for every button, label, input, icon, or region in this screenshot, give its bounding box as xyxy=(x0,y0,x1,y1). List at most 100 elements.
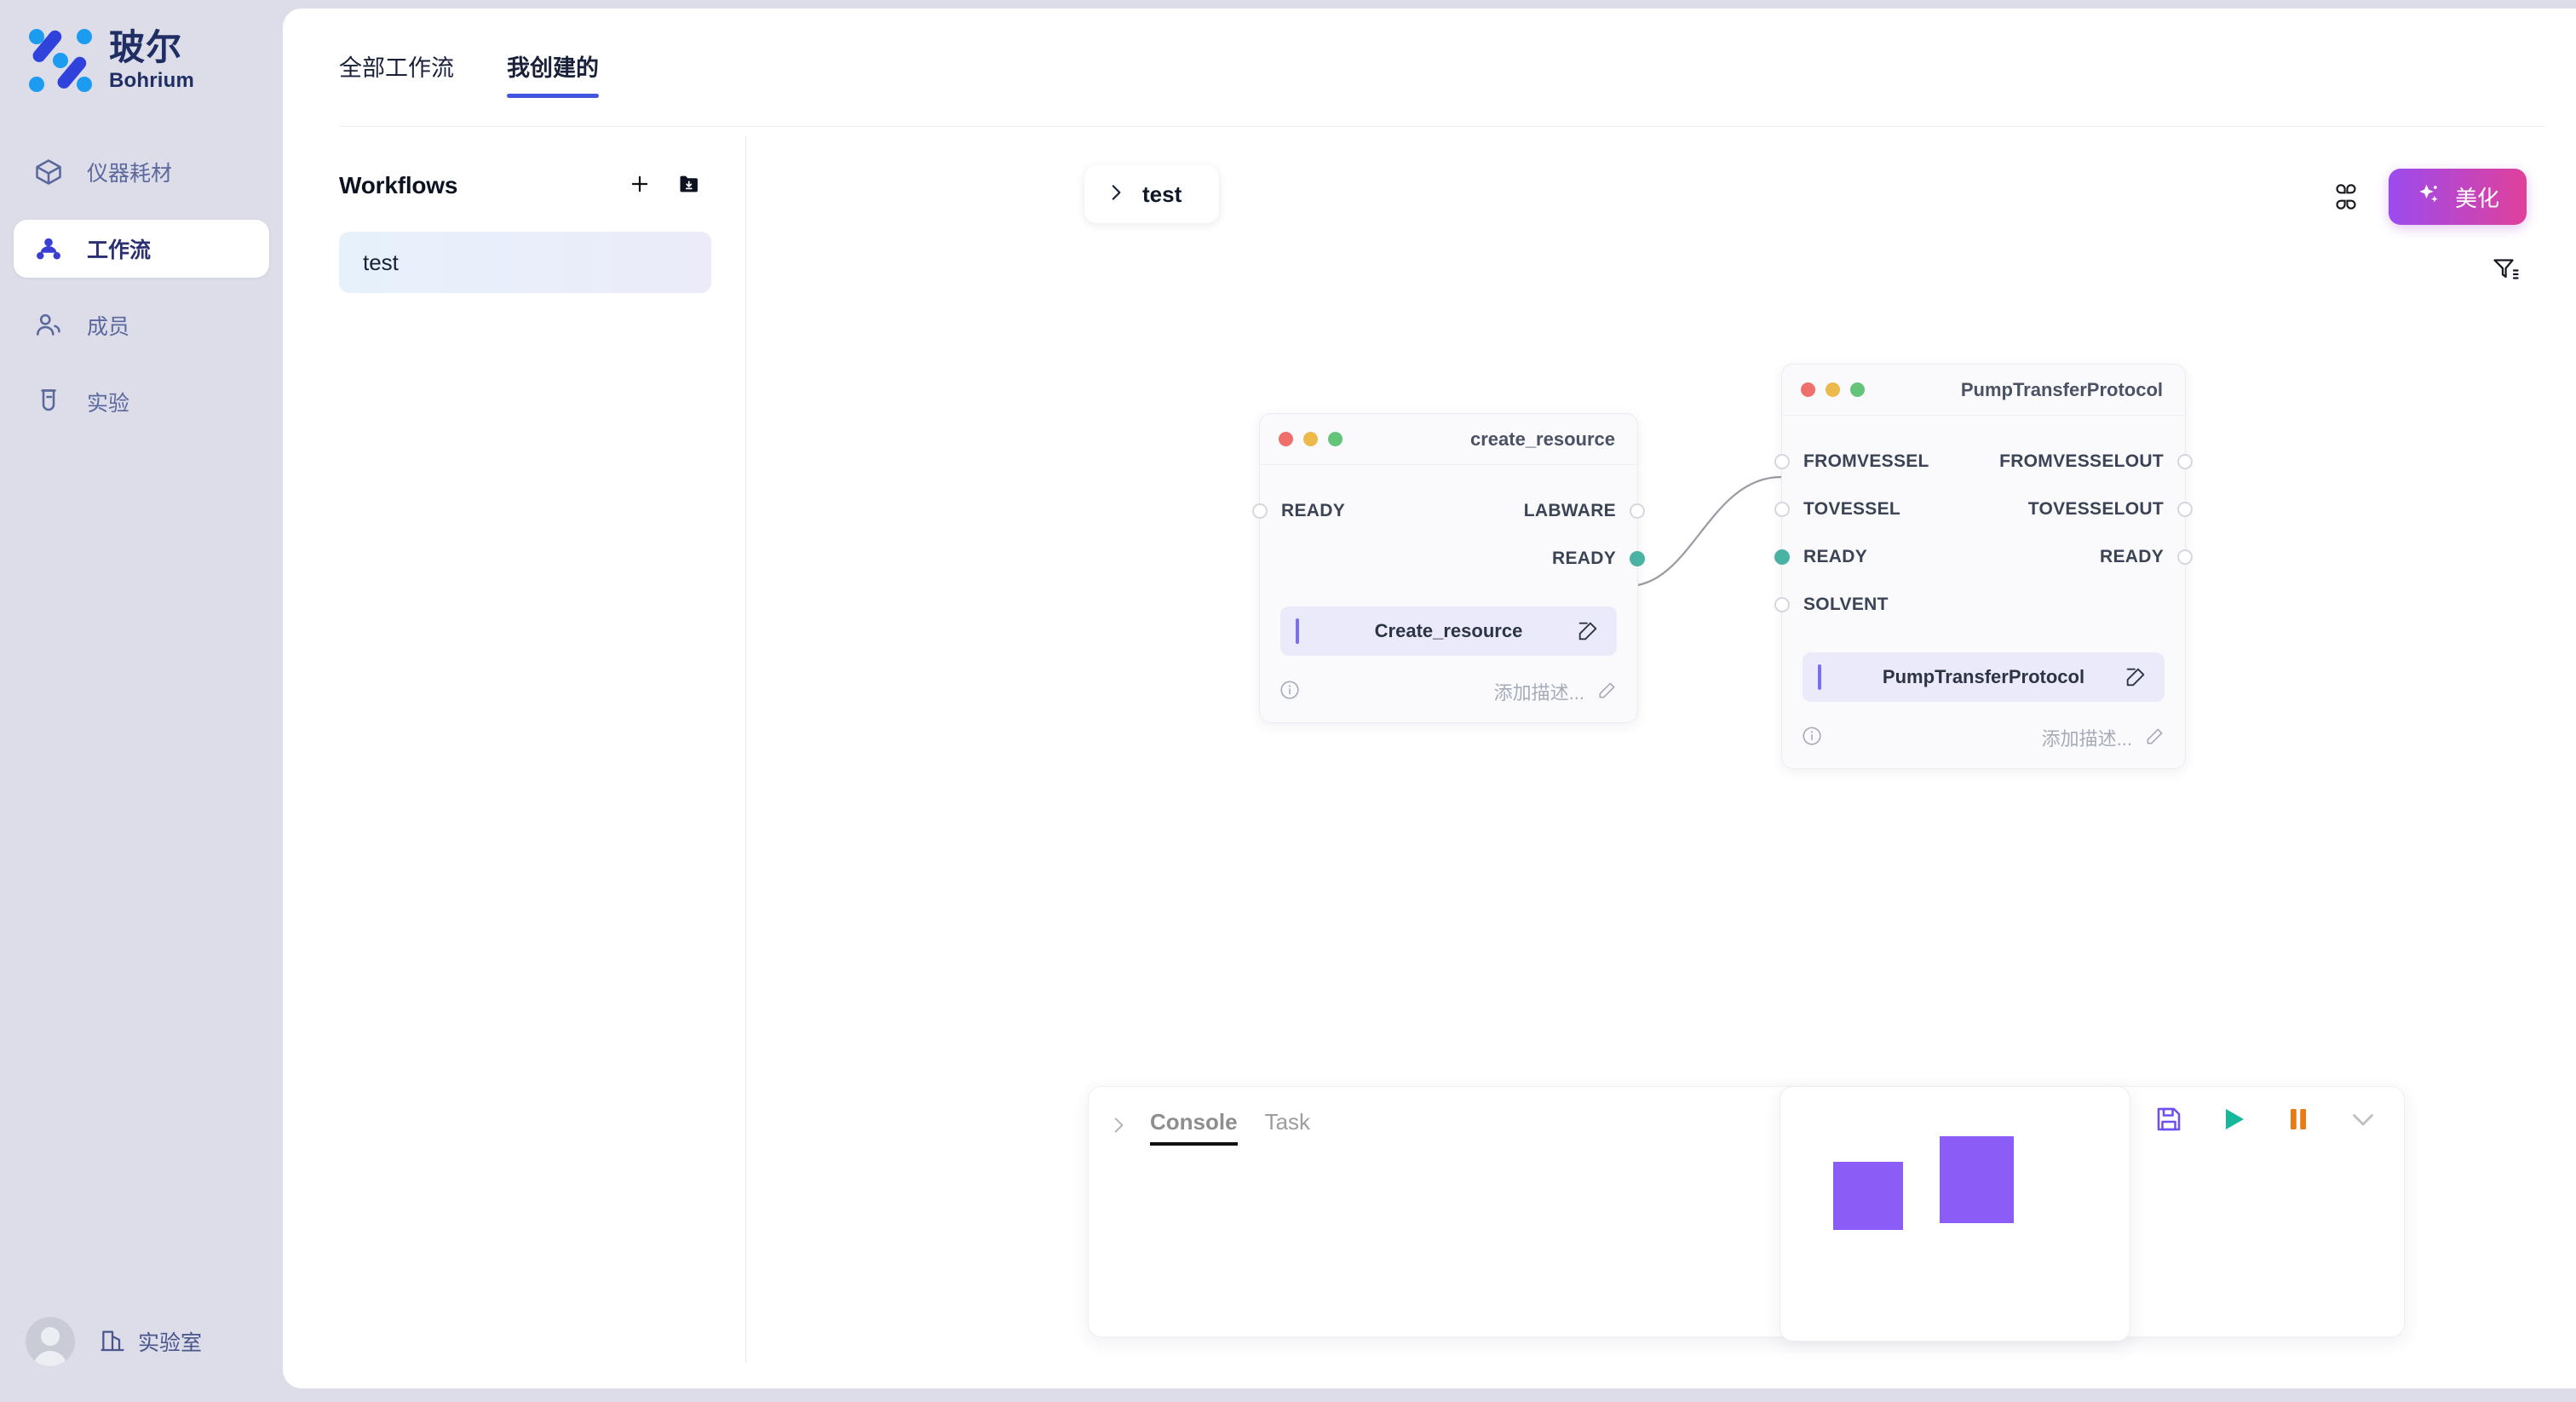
port-handle-icon[interactable] xyxy=(2177,502,2193,517)
tab-all-workflows[interactable]: 全部工作流 xyxy=(339,55,454,81)
list-item[interactable]: test xyxy=(339,232,711,293)
maximize-dot-icon[interactable] xyxy=(1850,382,1865,397)
traffic-lights xyxy=(1801,382,1865,397)
sidebar-nav: 仪器耗材 工作流 成员 xyxy=(14,143,269,450)
port-input[interactable]: READY xyxy=(1774,547,1867,567)
folder-download-icon xyxy=(677,172,701,200)
port-input[interactable]: READY xyxy=(1252,501,1345,521)
play-icon[interactable] xyxy=(2218,1104,2249,1135)
edge-ready-to-ready xyxy=(1627,475,1782,588)
close-dot-icon[interactable] xyxy=(1279,432,1293,446)
info-icon[interactable] xyxy=(1279,679,1301,705)
port-handle-icon[interactable] xyxy=(1630,503,1645,519)
beautify-button[interactable]: 美化 xyxy=(2388,169,2527,225)
port-output[interactable]: TOVESSELOUT xyxy=(2028,499,2193,520)
port-handle-icon[interactable] xyxy=(2177,549,2193,565)
minimap-panel[interactable] xyxy=(1780,1086,2130,1342)
node-footer: 添加描述... xyxy=(1260,656,1637,722)
box-icon xyxy=(32,156,65,188)
node-titlebar[interactable]: PumpTransferProtocol xyxy=(1782,365,2185,416)
console-tools xyxy=(2153,1104,2378,1135)
port-row: FROMVESSEL FROMVESSELOUT xyxy=(1774,438,2193,486)
port-handle-icon[interactable] xyxy=(1774,502,1790,517)
console-output[interactable] xyxy=(1089,1146,2404,1176)
sidebar-item-label: 工作流 xyxy=(87,238,152,262)
building-icon xyxy=(99,1326,126,1358)
node-action-pill[interactable]: Create_resource xyxy=(1280,606,1617,656)
sidebar-footer: 实验室 xyxy=(26,1317,202,1366)
sidebar-item-workflow[interactable]: 工作流 xyxy=(14,220,269,278)
info-icon[interactable] xyxy=(1801,725,1823,751)
port-output[interactable]: READY xyxy=(1552,549,1645,569)
maximize-dot-icon[interactable] xyxy=(1328,432,1343,446)
port-input[interactable]: SOLVENT xyxy=(1774,595,1889,615)
port-output[interactable]: LABWARE xyxy=(1524,501,1645,521)
canvas-toolbar: 美化 xyxy=(2329,169,2527,225)
sidebar-item-instruments[interactable]: 仪器耗材 xyxy=(14,143,269,201)
edit-square-icon[interactable] xyxy=(2124,665,2148,693)
port-handle-icon[interactable] xyxy=(2177,454,2193,469)
node-description[interactable]: 添加描述... xyxy=(2042,724,2166,751)
filter-icon[interactable] xyxy=(2491,254,2525,288)
grid-clover-icon[interactable] xyxy=(2329,180,2363,214)
console-panel: Console Task xyxy=(1088,1086,2405,1337)
minimize-dot-icon[interactable] xyxy=(1826,382,1840,397)
pause-icon[interactable] xyxy=(2283,1104,2314,1135)
red-arrow-icon xyxy=(2552,920,2576,1201)
pencil-icon[interactable] xyxy=(2144,725,2166,751)
import-workflow-button[interactable] xyxy=(667,164,711,208)
workflow-icon xyxy=(32,233,65,265)
avatar-icon[interactable] xyxy=(26,1317,75,1366)
sidebar-item-members[interactable]: 成员 xyxy=(14,296,269,354)
port-handle-icon[interactable] xyxy=(1252,503,1268,519)
node-action-pill[interactable]: PumpTransferProtocol xyxy=(1803,652,2165,702)
edit-square-icon[interactable] xyxy=(1576,619,1600,647)
column-divider xyxy=(745,136,746,1363)
tab-my-created[interactable]: 我创建的 xyxy=(507,49,599,98)
close-dot-icon[interactable] xyxy=(1801,382,1815,397)
port-row: SOLVENT xyxy=(1774,581,2185,629)
workflow-canvas[interactable]: test xyxy=(746,136,2576,1371)
port-handle-icon[interactable] xyxy=(1630,551,1645,566)
add-workflow-button[interactable] xyxy=(618,164,662,208)
port-input[interactable]: FROMVESSEL xyxy=(1774,451,1929,472)
port-row: READY xyxy=(1260,535,1645,583)
chevron-right-icon[interactable] xyxy=(1107,1114,1130,1141)
chevron-down-icon[interactable] xyxy=(2348,1104,2378,1135)
lab-switcher[interactable]: 实验室 xyxy=(99,1326,202,1358)
pencil-icon[interactable] xyxy=(1596,679,1619,705)
port-label: SOLVENT xyxy=(1803,595,1889,614)
traffic-lights xyxy=(1279,432,1343,446)
breadcrumb-label: test xyxy=(1142,181,1182,207)
minimize-dot-icon[interactable] xyxy=(1303,432,1318,446)
port-output[interactable]: READY xyxy=(2100,547,2193,567)
port-input[interactable]: TOVESSEL xyxy=(1774,499,1900,520)
port-handle-icon[interactable] xyxy=(1774,454,1790,469)
node-title: PumpTransferProtocol xyxy=(1960,378,2163,400)
lab-label: 实验室 xyxy=(138,1331,203,1355)
node-footer: 添加描述... xyxy=(1782,702,2185,768)
port-output[interactable]: FROMVESSELOUT xyxy=(1999,451,2193,472)
minimap-node-rect xyxy=(1940,1136,2014,1223)
test-tube-icon xyxy=(32,386,65,418)
description-placeholder: 添加描述... xyxy=(1493,682,1584,704)
node-pump-transfer-protocol[interactable]: PumpTransferProtocol FROMVESSEL FROMVESS… xyxy=(1774,364,2193,769)
breadcrumb[interactable]: test xyxy=(1084,165,1219,223)
minimap-node-rect xyxy=(1833,1162,1903,1230)
port-label: LABWARE xyxy=(1523,501,1616,520)
port-handle-icon[interactable] xyxy=(1774,549,1790,565)
description-placeholder: 添加描述... xyxy=(2041,728,2132,750)
node-action-label: Create_resource xyxy=(1374,620,1523,641)
port-label: FROMVESSEL xyxy=(1803,451,1929,471)
tab-console[interactable]: Console xyxy=(1150,1109,1238,1146)
port-handle-icon[interactable] xyxy=(1774,597,1790,612)
tab-task[interactable]: Task xyxy=(1264,1109,1311,1135)
node-create-resource[interactable]: create_resource READY LABWARE xyxy=(1252,413,1645,723)
sidebar-item-experiment[interactable]: 实验 xyxy=(14,373,269,431)
bohrium-logo-icon xyxy=(26,26,95,95)
save-icon[interactable] xyxy=(2153,1104,2184,1135)
plus-icon xyxy=(628,172,652,200)
node-description[interactable]: 添加描述... xyxy=(1494,678,1619,705)
node-titlebar[interactable]: create_resource xyxy=(1260,414,1637,465)
